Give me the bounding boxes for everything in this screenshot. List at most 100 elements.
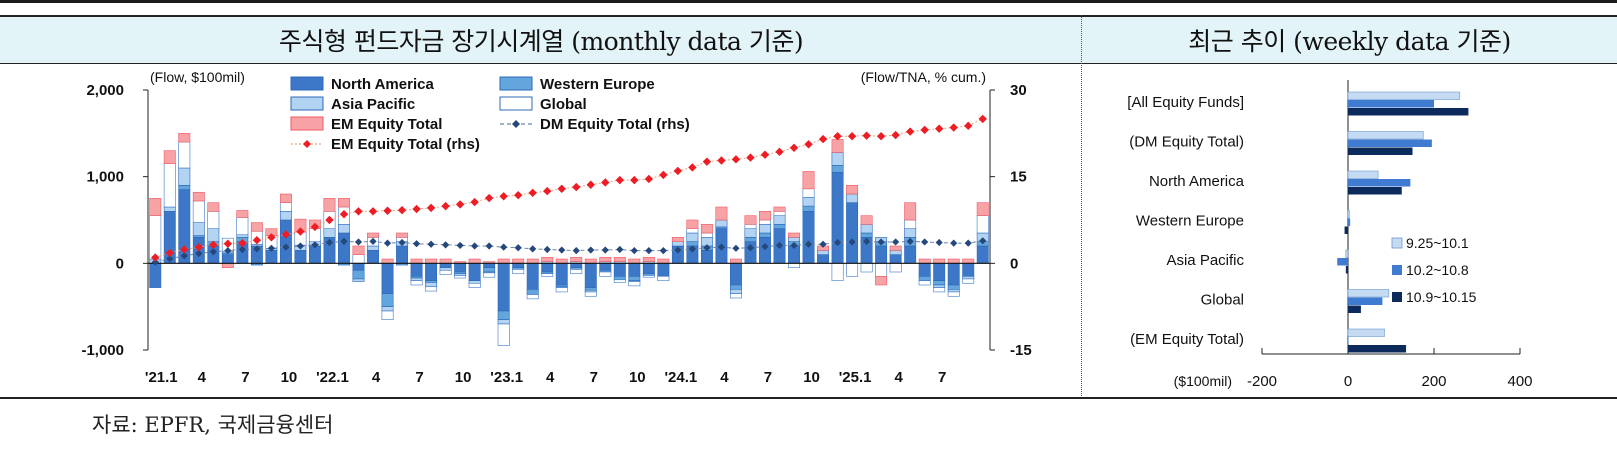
x-tick-label: 7 <box>415 369 423 386</box>
legend-swatch-em_equity <box>290 116 324 131</box>
point-em_rhs <box>238 238 247 248</box>
hbar-week2 <box>1337 258 1348 266</box>
point-dm_rhs <box>906 237 914 245</box>
bar-north_america <box>831 172 844 264</box>
point-em_rhs <box>659 170 668 180</box>
bar-asia_pacific <box>381 306 394 312</box>
bar-em_equity <box>846 185 859 195</box>
bar-global <box>192 200 205 223</box>
point-em_rhs <box>847 132 857 141</box>
point-dm_rhs <box>282 243 290 251</box>
point-em_rhs <box>964 121 973 131</box>
point-em_rhs <box>194 242 204 252</box>
hbar-week1 <box>1347 170 1379 179</box>
bar-asia_pacific <box>352 278 365 282</box>
panel-divider <box>1081 15 1082 398</box>
x-tick-label: '25.1 <box>839 369 872 386</box>
bar-global <box>512 269 525 275</box>
point-em_rhs <box>920 125 929 135</box>
bar-em_equity <box>149 198 162 216</box>
bar-em_equity <box>512 258 525 264</box>
bar-global <box>759 219 771 225</box>
bar-asia_pacific <box>671 241 684 247</box>
bar-north_america <box>657 263 670 277</box>
point-dm_rhs <box>659 247 667 255</box>
hbar-legend-label: 9.25~10.1 <box>1406 235 1469 251</box>
bar-global <box>541 273 554 277</box>
point-em_rhs <box>717 156 726 165</box>
point-dm_rhs <box>195 249 203 258</box>
point-dm_rhs <box>354 238 363 246</box>
bar-em_equity <box>207 202 220 212</box>
point-em_rhs <box>804 140 813 149</box>
bar-em_equity <box>875 276 888 286</box>
point-dm_rhs <box>935 238 943 247</box>
bar-global <box>744 224 757 229</box>
bar-global <box>947 291 960 297</box>
bar-asia_pacific <box>933 284 946 288</box>
hbar-week1 <box>1347 289 1390 298</box>
bar-asia_pacific <box>744 228 757 238</box>
point-dm_rhs <box>601 246 609 254</box>
bar-western_europe <box>729 284 742 290</box>
bar-em_equity <box>526 258 539 264</box>
bar-asia_pacific <box>889 250 902 255</box>
point-dm_rhs <box>224 247 232 255</box>
point-dm_rhs <box>485 242 493 250</box>
bar-asia_pacific <box>962 276 975 280</box>
point-dm_rhs <box>848 238 856 246</box>
bar-em_equity <box>497 258 510 264</box>
point-dm_rhs <box>340 237 348 245</box>
point-dm_rhs <box>703 244 711 252</box>
bar-global <box>410 280 423 286</box>
bar-em_equity <box>599 256 612 262</box>
bar-em_equity <box>976 202 989 216</box>
point-em_rhs <box>455 200 465 209</box>
point-dm_rhs <box>572 247 580 255</box>
point-em_rhs <box>281 230 291 239</box>
bar-north_america <box>555 263 568 286</box>
left-tick-label: -1,000 <box>81 342 124 359</box>
bar-asia_pacific <box>425 282 438 288</box>
bar-em_equity <box>584 258 597 264</box>
hbar-week3 <box>1348 305 1361 313</box>
x-tick-label: 4 <box>372 369 381 386</box>
bar-north_america <box>584 263 597 288</box>
hbar-legend-swatch <box>1392 292 1402 302</box>
bar-north_america <box>367 250 379 264</box>
point-dm_rhs <box>892 238 900 246</box>
bar-north_america <box>759 237 771 264</box>
right-panel-title: 최근 추이 (weekly data 기준) <box>1188 27 1511 56</box>
point-dm_rhs <box>267 244 275 252</box>
bar-north_america <box>700 250 713 264</box>
bar-em_equity <box>860 215 873 225</box>
left-axis-unit-label: (Flow, $100mil) <box>150 69 245 85</box>
legend-label: North America <box>331 76 434 93</box>
bar-em_equity <box>381 258 394 264</box>
point-em_rhs <box>412 204 421 214</box>
x-tick-label: 4 <box>894 369 903 386</box>
bar-em_equity <box>918 258 931 264</box>
bar-north_america <box>410 263 423 277</box>
bar-global <box>831 263 844 281</box>
bar-asia_pacific <box>236 234 249 238</box>
point-dm_rhs <box>500 243 508 251</box>
bar-north_america <box>729 263 742 286</box>
bar-global <box>381 310 394 320</box>
bar-north_america <box>875 245 888 264</box>
left-panel-title: 주식형 펀드자금 장기시계열 (monthly data 기준) <box>278 27 804 56</box>
point-dm_rhs <box>456 241 464 250</box>
bar-north_america <box>526 263 539 290</box>
point-em_rhs <box>702 157 712 166</box>
bar-global <box>613 279 626 283</box>
bar-global <box>729 293 742 299</box>
bar-western_europe <box>613 276 626 281</box>
bar-north_america <box>947 263 960 286</box>
bar-em_equity <box>425 258 438 264</box>
point-em_rhs <box>905 127 915 136</box>
point-em_rhs <box>630 175 639 185</box>
point-dm_rhs <box>398 238 406 247</box>
point-dm_rhs <box>877 238 885 246</box>
point-dm_rhs <box>369 237 377 245</box>
point-em_rhs <box>601 178 610 187</box>
